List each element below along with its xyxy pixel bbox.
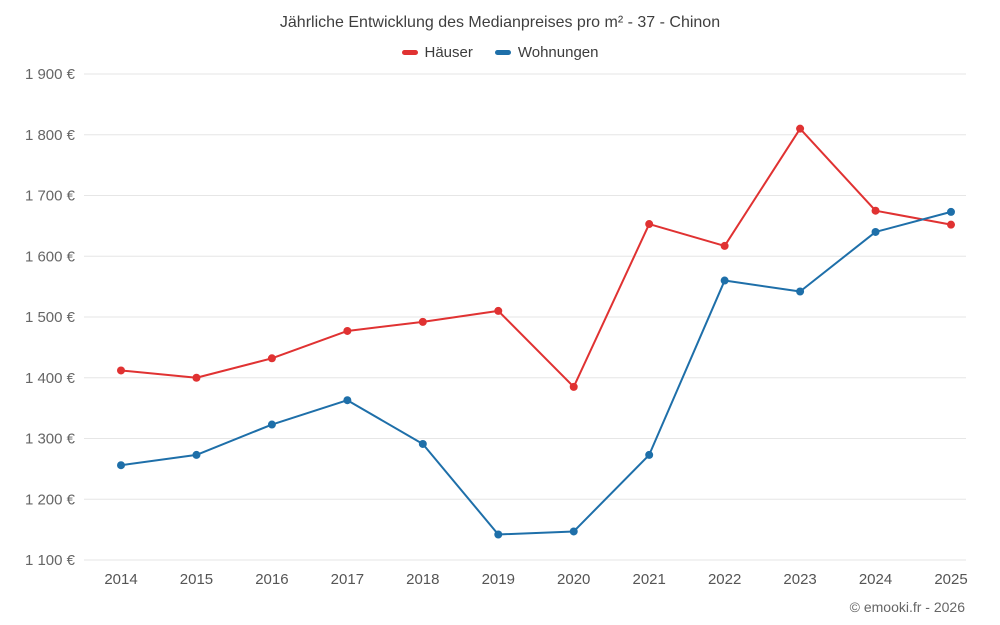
legend-label-wohnungen: Wohnungen: [517, 44, 599, 61]
data-point-wohnungen-2023: [796, 287, 805, 296]
y-axis-tick-label: 1 800 €: [25, 127, 76, 144]
data-point-wohnungen-2025: [947, 207, 955, 216]
legend-swatch-wohnungen: [494, 50, 511, 55]
data-point-häuser-2019: [494, 306, 503, 315]
chart-title: Jährliche Entwicklung des Medianpreises …: [279, 14, 721, 31]
data-point-häuser-2015: [192, 373, 201, 382]
x-axis-label: 2017: [331, 571, 364, 588]
legend-label-haeuser: Häuser: [424, 44, 473, 61]
x-axis-label: 2023: [783, 571, 816, 588]
copyright: © emooki.fr - 2026: [849, 599, 965, 615]
y-axis-tick-label: 1 300 €: [25, 431, 76, 448]
legend-item-wohnungen[interactable]: Wohnungen: [494, 44, 599, 61]
x-axis-label: 2018: [406, 571, 439, 588]
legend-swatch-haeuser: [401, 50, 418, 55]
y-axis-tick-label: 1 900 €: [25, 66, 76, 83]
data-point-häuser-2016: [267, 354, 276, 363]
y-axis-tick-label: 1 200 €: [25, 491, 76, 508]
x-axis-label: 2020: [557, 571, 590, 588]
data-point-wohnungen-2017: [343, 396, 352, 405]
legend: Häuser Wohnungen: [0, 44, 1000, 61]
x-axis-label: 2021: [632, 571, 665, 588]
x-axis-label: 2016: [255, 571, 288, 588]
legend-item-haeuser[interactable]: Häuser: [401, 44, 473, 61]
data-point-häuser-2021: [645, 220, 654, 229]
data-point-wohnungen-2019: [494, 530, 503, 539]
x-axis-label: 2025: [934, 571, 967, 588]
x-axis-label: 2022: [708, 571, 741, 588]
y-axis-tick-label: 1 600 €: [25, 248, 76, 265]
data-point-wohnungen-2016: [267, 420, 276, 429]
data-point-häuser-2017: [343, 326, 352, 335]
data-point-häuser-2018: [418, 317, 427, 326]
data-point-wohnungen-2024: [871, 227, 880, 236]
x-axis-label: 2015: [180, 571, 213, 588]
x-axis-label: 2014: [104, 571, 137, 588]
series-line-1: [120, 210, 952, 536]
data-point-häuser-2014: [117, 366, 125, 375]
data-point-wohnungen-2020: [569, 527, 578, 536]
data-point-häuser-2022: [720, 241, 729, 250]
data-point-häuser-2023: [796, 124, 805, 133]
y-axis-tick-label: 1 700 €: [25, 188, 76, 205]
y-axis-tick-label: 1 100 €: [25, 552, 76, 569]
data-point-häuser-2025: [947, 220, 955, 229]
data-point-wohnungen-2018: [418, 439, 427, 448]
data-point-häuser-2020: [569, 382, 578, 391]
x-axis-label: 2019: [482, 571, 515, 588]
data-point-wohnungen-2022: [720, 276, 729, 285]
data-point-wohnungen-2021: [645, 450, 654, 459]
series-line-0: [120, 127, 952, 388]
x-axis-label: 2024: [859, 571, 892, 588]
y-axis-tick-label: 1 400 €: [25, 370, 76, 387]
data-point-wohnungen-2014: [117, 461, 125, 470]
data-point-wohnungen-2015: [192, 450, 201, 459]
data-point-häuser-2024: [871, 206, 880, 215]
y-axis-tick-label: 1 500 €: [25, 309, 76, 326]
